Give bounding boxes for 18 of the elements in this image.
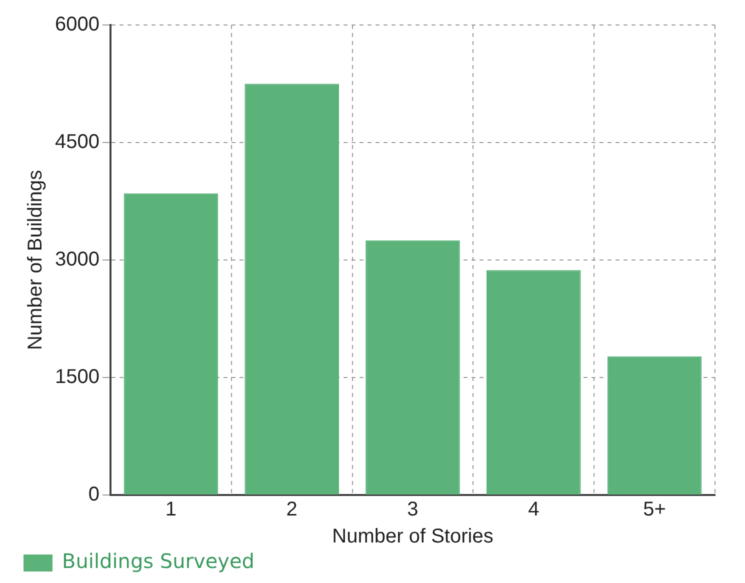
y-tick-label: 4500 — [54, 131, 100, 154]
bar — [244, 84, 339, 494]
bar — [124, 193, 218, 494]
x-tick-label: 5+ — [643, 498, 666, 521]
y-tick-label: 3000 — [54, 248, 100, 271]
x-tick-label: 4 — [528, 498, 540, 521]
x-tick-label: 1 — [165, 498, 177, 521]
x-tick-label: 3 — [407, 498, 418, 521]
y-tick-label: 0 — [88, 484, 100, 506]
y-axis-title: Number of Buildings — [24, 170, 47, 350]
bar — [486, 270, 581, 494]
bar — [366, 240, 460, 494]
x-axis-title: Number of Stories — [332, 526, 494, 548]
legend-label: Buildings Surveyed — [62, 549, 254, 574]
y-tick-label: 6000 — [54, 14, 100, 36]
x-tick-label: 2 — [286, 498, 298, 521]
y-tick-label: 1500 — [54, 366, 100, 388]
bar — [607, 356, 702, 494]
